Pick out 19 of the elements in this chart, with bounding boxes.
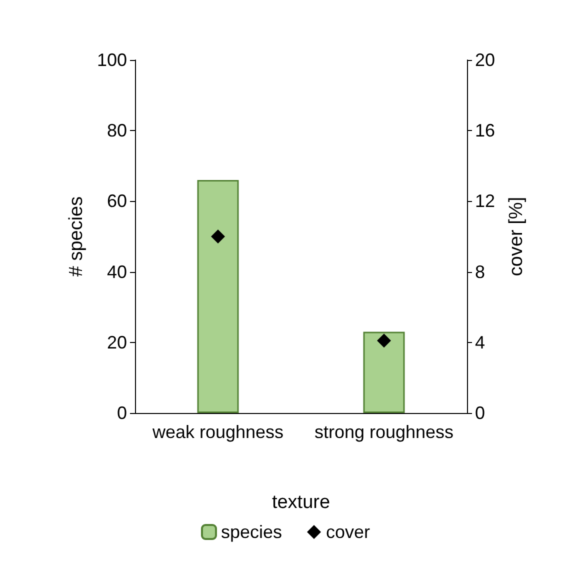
y-tick-label: 0 (116, 403, 127, 423)
y-tick-label: 20 (106, 332, 127, 352)
x-tick-label: strong roughness (314, 422, 454, 442)
y-tick-label: 60 (106, 191, 127, 212)
y2-tick-label: 16 (475, 120, 496, 141)
y2-tick-label: 12 (475, 191, 496, 212)
legend-label: species (220, 522, 282, 542)
y2-axis-title: cover [%] (506, 196, 527, 276)
y-axis-title: # species (66, 196, 88, 277)
y-tick-label: 80 (106, 120, 127, 141)
x-tick-label: weak roughness (151, 422, 284, 442)
y2-tick-label: 8 (475, 262, 486, 282)
legend-label: cover (326, 522, 370, 542)
y-tick-label: 40 (106, 262, 127, 282)
y2-tick-label: 0 (475, 403, 486, 423)
y2-tick-label: 4 (475, 332, 486, 352)
y-tick-label: 100 (96, 50, 127, 70)
x-axis-title: texture (272, 492, 330, 513)
y2-tick-label: 20 (475, 50, 496, 70)
